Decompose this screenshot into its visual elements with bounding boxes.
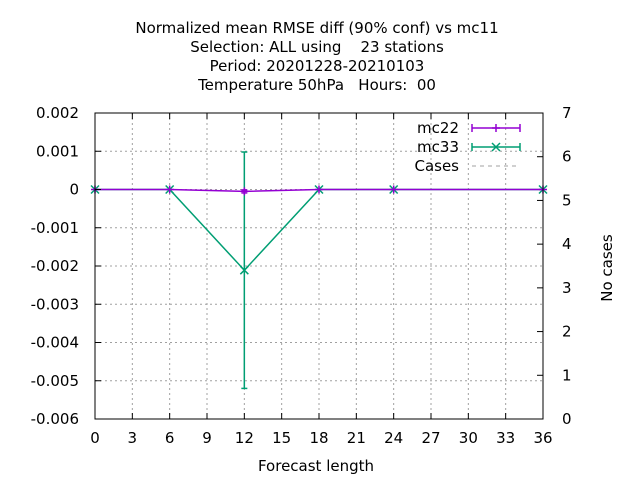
point-mc22 [315,185,323,194]
point-mc22 [165,185,174,194]
chart-title: Normalized mean RMSE diff (90% conf) vs … [135,19,498,94]
legend-label-mc33: mc33 [417,138,459,156]
grid [95,113,543,419]
x-axis-label: Forecast length [258,457,374,475]
x-tick-label: 6 [165,429,175,447]
title-line-1: Normalized mean RMSE diff (90% conf) vs … [135,19,498,37]
legend-marker-mc33 [491,142,501,152]
y-tick-label: -0.006 [31,410,79,428]
x-tick-label: 3 [128,429,138,447]
legend-label-mc22: mc22 [417,119,459,137]
x-tick-label: 33 [496,429,515,447]
x-tick-label: 15 [272,429,291,447]
y-tick-label: 0.001 [36,142,79,160]
y-tick-label: -0.002 [31,257,79,275]
y-tick-label: -0.003 [31,295,79,313]
y-tick-label: 0.002 [36,104,79,122]
y2-axis-label: No cases [598,234,616,302]
y2-tick-label: 0 [562,410,572,428]
y2-tick-label: 2 [562,323,572,341]
y2-tick-label: 5 [562,191,572,209]
y2-tick-label: 1 [562,366,572,384]
x-tick-label: 27 [421,429,440,447]
title-line-4: Temperature 50hPa Hours: 00 [197,76,436,94]
series [90,151,548,390]
y2-tick-label: 3 [562,279,572,297]
x-tick-label: 12 [235,429,254,447]
x-tick-label: 18 [309,429,328,447]
y-tick-label: 0 [69,181,79,199]
x-tick-label: 24 [384,429,403,447]
point-mc33 [239,265,249,275]
point-mc22 [389,185,398,194]
y-tick-label: -0.004 [31,334,79,352]
title-line-3: Period: 20201228-20210103 [210,57,425,75]
y2-tick-label: 7 [562,104,572,122]
y-tick-label: -0.005 [31,372,79,390]
axis-ticks: 0 3 6 9 12 15 18 21 24 27 30 33 360.0020.0010-0.001-… [31,104,572,447]
y2-tick-label: 6 [562,148,572,166]
x-tick-label: 30 [459,429,478,447]
legend-label-cases: Cases [414,157,459,175]
legend-marker-mc22 [492,124,500,132]
x-tick-label: 0 [90,429,100,447]
title-line-2: Selection: ALL using 23 stations [190,38,444,56]
y-tick-label: -0.001 [31,219,79,237]
x-tick-label: 9 [202,429,212,447]
series-line-mc22 [95,188,543,193]
x-tick-label: 21 [347,429,366,447]
y2-tick-label: 4 [562,235,572,253]
x-tick-label: 36 [533,429,552,447]
point-mc22 [240,187,249,196]
